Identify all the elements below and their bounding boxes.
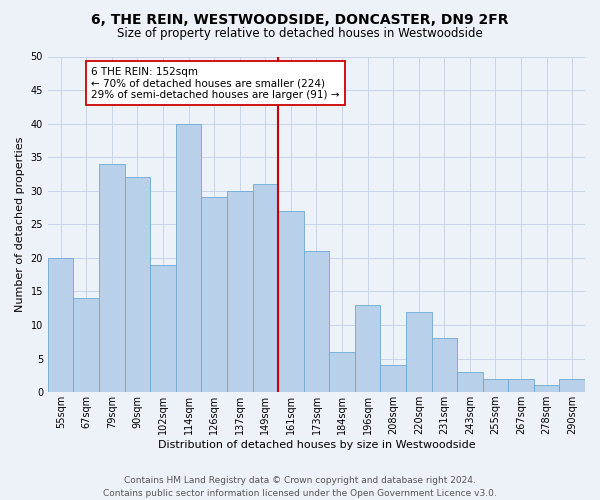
- Bar: [150, 264, 176, 392]
- Bar: [48, 258, 73, 392]
- Text: Size of property relative to detached houses in Westwoodside: Size of property relative to detached ho…: [117, 28, 483, 40]
- Bar: [482, 378, 508, 392]
- Bar: [329, 352, 355, 392]
- Y-axis label: Number of detached properties: Number of detached properties: [15, 136, 25, 312]
- Text: Contains HM Land Registry data © Crown copyright and database right 2024.
Contai: Contains HM Land Registry data © Crown c…: [103, 476, 497, 498]
- Text: 6, THE REIN, WESTWOODSIDE, DONCASTER, DN9 2FR: 6, THE REIN, WESTWOODSIDE, DONCASTER, DN…: [91, 12, 509, 26]
- Bar: [202, 198, 227, 392]
- Text: 6 THE REIN: 152sqm
← 70% of detached houses are smaller (224)
29% of semi-detach: 6 THE REIN: 152sqm ← 70% of detached hou…: [91, 66, 340, 100]
- Bar: [125, 178, 150, 392]
- Bar: [457, 372, 482, 392]
- X-axis label: Distribution of detached houses by size in Westwoodside: Distribution of detached houses by size …: [158, 440, 475, 450]
- Bar: [176, 124, 202, 392]
- Bar: [431, 338, 457, 392]
- Bar: [380, 366, 406, 392]
- Bar: [406, 312, 431, 392]
- Bar: [73, 298, 99, 392]
- Bar: [508, 378, 534, 392]
- Bar: [253, 184, 278, 392]
- Bar: [355, 305, 380, 392]
- Bar: [278, 211, 304, 392]
- Bar: [227, 191, 253, 392]
- Bar: [534, 386, 559, 392]
- Bar: [304, 251, 329, 392]
- Bar: [559, 378, 585, 392]
- Bar: [99, 164, 125, 392]
